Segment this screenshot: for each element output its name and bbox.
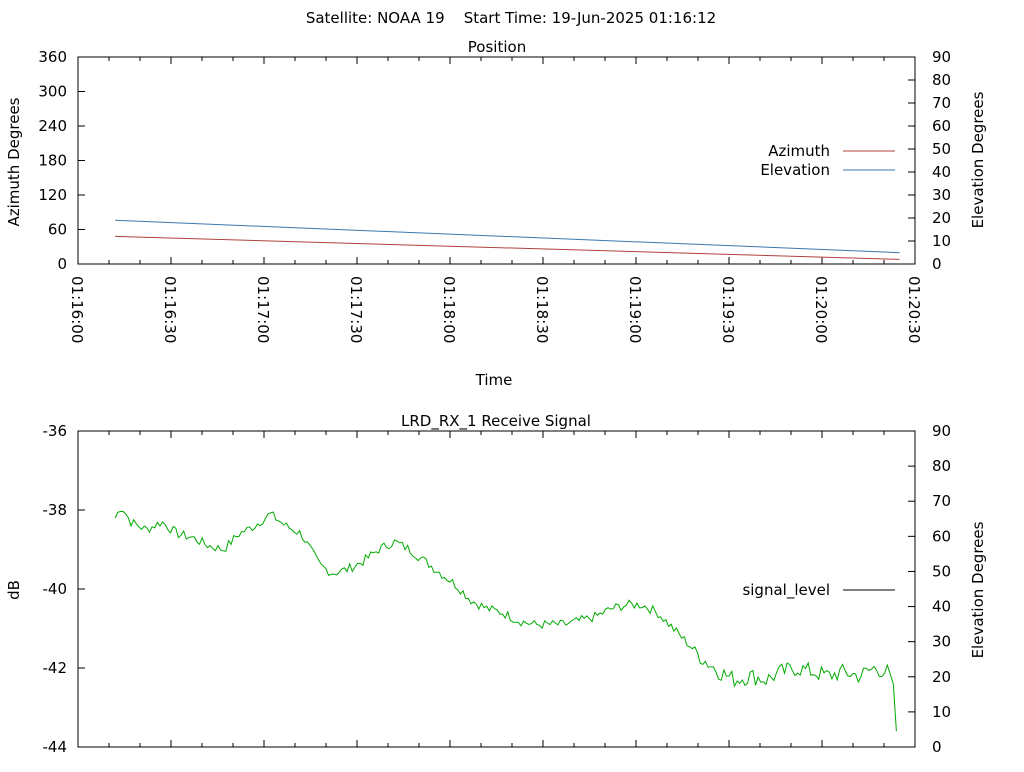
signal-x-ticks (77, 431, 916, 747)
position-y-tick-label: 0 (57, 255, 67, 273)
position-y2-tick-label: 60 (932, 117, 951, 135)
position-x-tick-label: 01:18:00 (440, 276, 458, 343)
position-chart: Position Azimuth Degrees Elevation Degre… (5, 38, 987, 389)
position-y2-tick-label: 90 (932, 48, 951, 66)
position-x-tick-label: 01:19:30 (719, 276, 737, 343)
position-x-tick-label: 01:16:00 (68, 276, 86, 343)
position-x-tick-label: 01:16:30 (161, 276, 179, 343)
position-y2-tick-label: 50 (932, 140, 951, 158)
signal-y2-tick-label: 90 (932, 422, 951, 440)
position-y2-tick-label: 70 (932, 94, 951, 112)
signal-chart: LRD_RX_1 Receive Signal dB Elevation Deg… (5, 412, 987, 756)
position-y-tick-label: 180 (38, 152, 67, 170)
signal-y-tick-label: -42 (43, 659, 68, 677)
signal-y2-ticks: 0 10 20 30 40 50 60 70 80 90 (908, 422, 951, 756)
signal-y2-tick-label: 80 (932, 457, 951, 475)
signal-y-tick-label: -44 (43, 738, 68, 756)
signal-y-tick-label: -40 (43, 580, 68, 598)
position-x-tick-label: 01:20:00 (812, 276, 830, 343)
position-y-tick-label: 300 (38, 83, 67, 101)
position-y-tick-label: 60 (48, 221, 67, 239)
position-series (115, 219, 900, 260)
signal-y-axis-label: dB (5, 580, 23, 600)
signal-y-tick-label: -36 (43, 422, 68, 440)
position-y2-tick-label: 30 (932, 186, 951, 204)
position-x-tick-label: 01:20:30 (905, 276, 923, 343)
signal-y2-axis-label: Elevation Degrees (969, 521, 987, 658)
position-y-tick-label: 120 (38, 186, 67, 204)
position-x-axis-label: Time (475, 371, 513, 389)
position-y-tick-label: 240 (38, 117, 67, 135)
position-x-tick-label: 01:19:00 (626, 276, 644, 343)
position-x-tick-label: 01:18:30 (533, 276, 551, 343)
signal-y2-tick-label: 20 (932, 668, 951, 686)
position-y-axis-label: Azimuth Degrees (5, 97, 23, 226)
position-x-tick-label: 01:17:30 (347, 276, 365, 343)
signal-y2-tick-label: 60 (932, 527, 951, 545)
series-elevation-line (115, 219, 900, 254)
position-x-ticks: 01:16:00 01:16:30 01:17:00 01:17:30 01:18:00… (68, 57, 923, 343)
signal-y-ticks: -44 -42 -40 -38 -36 (43, 422, 85, 756)
signal-series (114, 510, 897, 732)
signal-legend: signal_level (742, 581, 895, 600)
header-title: Satellite: NOAA 19 Start Time: 19-Jun-20… (306, 9, 716, 27)
signal-y2-tick-label: 70 (932, 492, 951, 510)
position-x-tick-label: 01:17:00 (254, 276, 272, 343)
series-azimuth-line (115, 235, 900, 260)
series-signal-level-line (114, 510, 897, 732)
signal-y2-tick-label: 10 (932, 703, 951, 721)
signal-y-tick-label: -38 (43, 501, 68, 519)
legend-azimuth-label: Azimuth (768, 142, 830, 160)
signal-chart-title: LRD_RX_1 Receive Signal (401, 412, 591, 431)
legend-elevation-label: Elevation (760, 161, 830, 179)
position-y2-axis-label: Elevation Degrees (969, 91, 987, 228)
position-y-ticks: 0 60 120 180 240 300 360 (38, 48, 85, 273)
position-y2-tick-label: 0 (932, 255, 942, 273)
position-y-tick-label: 360 (38, 48, 67, 66)
position-y2-tick-label: 10 (932, 232, 951, 250)
position-y2-tick-label: 40 (932, 163, 951, 181)
signal-y2-tick-label: 40 (932, 598, 951, 616)
legend-signal-level-label: signal_level (742, 581, 830, 600)
position-y2-ticks: 0 10 20 30 40 50 60 70 80 90 (908, 48, 951, 273)
signal-y2-tick-label: 0 (932, 738, 942, 756)
position-y2-tick-label: 80 (932, 71, 951, 89)
position-chart-title: Position (468, 38, 526, 56)
position-y2-tick-label: 20 (932, 209, 951, 227)
signal-y2-tick-label: 50 (932, 562, 951, 580)
signal-y2-tick-label: 30 (932, 633, 951, 651)
